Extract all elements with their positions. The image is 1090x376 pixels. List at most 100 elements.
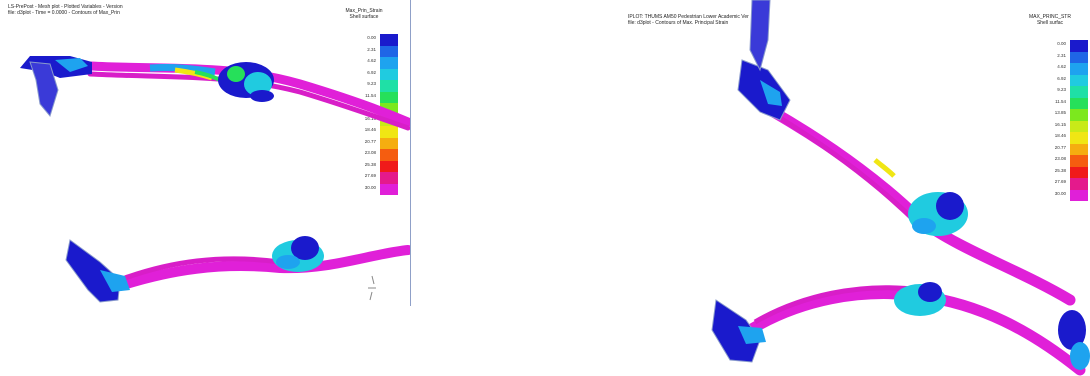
legend-row: 4.62 <box>1030 63 1088 75</box>
legend-value-label: 6.92 <box>1057 75 1066 81</box>
left-render-panel: LS-PrePost - Mesh plot - Plotted Variabl… <box>0 0 411 306</box>
legend-row: 25.38 <box>340 160 398 172</box>
legend-color-swatch <box>1070 155 1088 167</box>
legend-row: 0.00 <box>340 34 398 46</box>
legend-value-label: 18.46 <box>364 127 376 132</box>
legend-row: 20.77 <box>1030 143 1088 155</box>
legend-color-swatch <box>1070 178 1088 190</box>
right-legend-title-line1: MAX_PRINC_STR <box>1029 14 1071 20</box>
legend-row: 9.23 <box>1030 86 1088 98</box>
legend-value-label: 16.15 <box>1054 121 1066 127</box>
legend-color-swatch <box>1070 97 1088 109</box>
legend-color-swatch <box>380 57 398 69</box>
legend-row: 18.46 <box>340 126 398 138</box>
legend-value-label: 25.38 <box>1054 167 1066 173</box>
legend-color-swatch <box>380 160 398 172</box>
legend-value-label: 13.85 <box>1054 110 1066 115</box>
legend-row: 20.77 <box>340 137 398 149</box>
right-color-legend: 0.00 2.31 4.62 6.92 9.23 11.54 13.85 16.15 18.46… <box>1030 40 1088 201</box>
legend-value-label: 25.38 <box>364 161 376 167</box>
legend-value-label: 4.62 <box>1057 64 1066 69</box>
legend-value-label: 27.69 <box>1054 179 1066 184</box>
legend-color-swatch <box>1070 63 1088 75</box>
legend-row: 9.23 <box>340 80 398 92</box>
right-lower-leg <box>711 282 1090 376</box>
legend-color-swatch <box>1070 86 1088 98</box>
legend-value-label: 9.23 <box>367 81 376 86</box>
legend-color-swatch <box>380 68 398 80</box>
legend-row: 25.38 <box>1030 166 1088 178</box>
left-axis-triad <box>368 275 376 301</box>
legend-value-label: 27.69 <box>364 173 376 178</box>
legend-color-swatch <box>380 183 398 195</box>
legend-value-label: 2.31 <box>1057 52 1066 58</box>
left-legend-title-line2: Shell surface <box>349 14 379 20</box>
legend-value-label: 11.54 <box>365 92 376 98</box>
legend-color-swatch <box>380 137 398 149</box>
left-header-line2: file: d3plot - Time = 0.0000 - Contours … <box>8 10 120 16</box>
legend-color-swatch <box>1070 132 1088 144</box>
legend-color-swatch <box>380 34 398 46</box>
legend-value-label: 20.77 <box>1054 144 1066 150</box>
legend-row: 27.69 <box>340 172 398 184</box>
legend-color-swatch <box>1070 166 1088 178</box>
right-header-line1: IPLOT: THUMS AM50 Pedestrian Lower Acade… <box>628 14 749 20</box>
left-leg-model <box>20 56 410 303</box>
right-header-line2: file: d3plot - Contours of Max. Principa… <box>628 20 729 26</box>
right-leg-model <box>711 0 1090 376</box>
legend-row: 6.92 <box>1030 74 1088 86</box>
legend-row: 11.54 <box>340 91 398 103</box>
left-legend-title-line1: Max_Prin_Strain <box>345 8 383 14</box>
legend-color-swatch <box>1070 143 1088 155</box>
legend-color-swatch <box>1070 51 1088 63</box>
legend-value-label: 6.92 <box>367 69 376 75</box>
legend-row: 2.31 <box>1030 51 1088 63</box>
legend-value-label: 20.77 <box>364 138 376 144</box>
legend-row: 13.85 <box>1030 109 1088 121</box>
legend-value-label: 30.00 <box>364 184 376 190</box>
legend-color-swatch <box>380 45 398 57</box>
legend-color-swatch <box>380 91 398 103</box>
legend-value-label: 2.31 <box>367 46 376 52</box>
legend-value-label: 16.15 <box>364 115 376 121</box>
legend-color-swatch <box>1070 109 1088 121</box>
legend-color-swatch <box>380 149 398 161</box>
legend-color-swatch <box>380 172 398 184</box>
legend-color-swatch <box>1070 189 1088 201</box>
legend-row: 0.00 <box>1030 40 1088 52</box>
right-legend-title-line2: Shell surfac <box>1036 20 1064 26</box>
legend-value-label: 4.62 <box>367 58 376 63</box>
legend-value-label: 23.08 <box>364 150 376 155</box>
left-upper-leg <box>20 56 410 131</box>
legend-value-label: 0.00 <box>1057 41 1066 46</box>
legend-color-swatch <box>380 126 398 138</box>
left-legend-title: Max_Prin_Strain Shell surface <box>336 8 392 20</box>
legend-row: 4.62 <box>340 57 398 69</box>
legend-row: 30.00 <box>1030 189 1088 201</box>
legend-row: 11.54 <box>1030 97 1088 109</box>
legend-color-swatch <box>380 103 398 115</box>
legend-row: 30.00 <box>340 183 398 195</box>
legend-row: 16.15 <box>1030 120 1088 132</box>
legend-row: 27.69 <box>1030 178 1088 190</box>
legend-color-swatch <box>1070 74 1088 86</box>
legend-row: 23.08 <box>1030 155 1088 167</box>
legend-value-label: 0.00 <box>367 35 376 40</box>
right-legend-title: MAX_PRINC_STR Shell surfac <box>1012 14 1088 26</box>
legend-color-swatch <box>1070 40 1088 52</box>
legend-row: 23.08 <box>340 149 398 161</box>
legend-value-label: 9.23 <box>1057 87 1066 92</box>
legend-row: 6.92 <box>340 68 398 80</box>
left-color-legend: 0.00 2.31 4.62 6.92 9.23 11.54 13.85 16.15 18.46… <box>340 34 398 195</box>
right-upper-leg <box>737 0 1076 306</box>
legend-value-label: 23.08 <box>1054 156 1066 161</box>
left-lower-leg <box>65 236 410 303</box>
legend-value-label: 30.00 <box>1054 190 1066 196</box>
legend-color-swatch <box>1070 120 1088 132</box>
legend-value-label: 18.46 <box>1054 133 1066 138</box>
legend-row: 2.31 <box>340 45 398 57</box>
legend-row: 18.46 <box>1030 132 1088 144</box>
right-render-panel: IPLOT: THUMS AM50 Pedestrian Lower Acade… <box>620 0 1090 376</box>
left-header-line1: LS-PrePost - Mesh plot - Plotted Variabl… <box>8 4 123 10</box>
legend-color-swatch <box>380 80 398 92</box>
